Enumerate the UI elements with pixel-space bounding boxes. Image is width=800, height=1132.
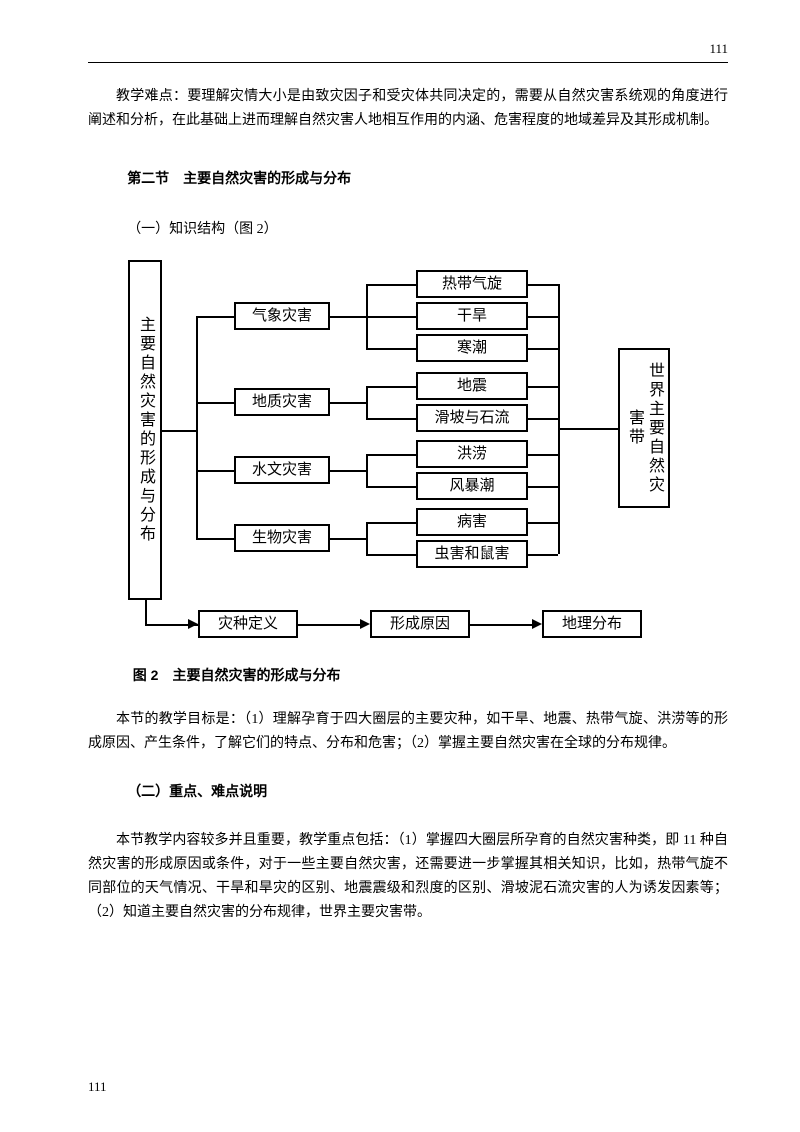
diagram-leaf: 干旱 [416, 302, 528, 330]
page-number-bottom: 111 [88, 1076, 107, 1098]
diagram-leaf: 热带气旋 [416, 270, 528, 298]
diagram-leaf: 虫害和鼠害 [416, 540, 528, 568]
diagram-bottom-step: 地理分布 [542, 610, 642, 638]
focus-para: 本节教学内容较多并且重要，教学重点包括：（1）掌握四大圈层所孕育的自然灾害种类，… [88, 829, 728, 924]
diagram-leaf: 滑坡与石流 [416, 404, 528, 432]
diagram-category: 水文灾害 [234, 456, 330, 484]
page-number-top: 111 [88, 38, 728, 63]
diagram-leaf: 洪涝 [416, 440, 528, 468]
diagram-leaf: 寒潮 [416, 334, 528, 362]
diagram-category: 气象灾害 [234, 302, 330, 330]
knowledge-structure-diagram: 主要自然灾害的形成与分布 气象灾害 热带气旋干旱寒潮地质灾害 地震滑坡与石流水文灾害 洪… [128, 260, 688, 650]
diagram-leaf: 风暴潮 [416, 472, 528, 500]
diagram-category: 生物灾害 [234, 524, 330, 552]
diagram-leaf: 病害 [416, 508, 528, 536]
diagram-right: 世界主要自然灾害带 [618, 348, 670, 508]
subsection-1: （一）知识结构（图 2） [88, 218, 728, 242]
diagram-category: 地质灾害 [234, 388, 330, 416]
diagram-leaf: 地震 [416, 372, 528, 400]
diagram-bottom-step: 形成原因 [370, 610, 470, 638]
goal-para: 本节的教学目标是：（1）理解孕育于四大圈层的主要灾种，如干旱、地震、热带气旋、洪… [88, 708, 728, 756]
figure-caption: 图 2 主要自然灾害的形成与分布 [88, 664, 728, 688]
subsection-2: （二）重点、难点说明 [88, 780, 728, 804]
intro-para: 教学难点：要理解灾情大小是由致灾因子和受灾体共同决定的，需要从自然灾害系统观的角… [88, 85, 728, 133]
section-title: 第二节 主要自然灾害的形成与分布 [88, 167, 728, 191]
diagram-bottom-step: 灾种定义 [198, 610, 298, 638]
diagram-root: 主要自然灾害的形成与分布 [128, 260, 162, 600]
